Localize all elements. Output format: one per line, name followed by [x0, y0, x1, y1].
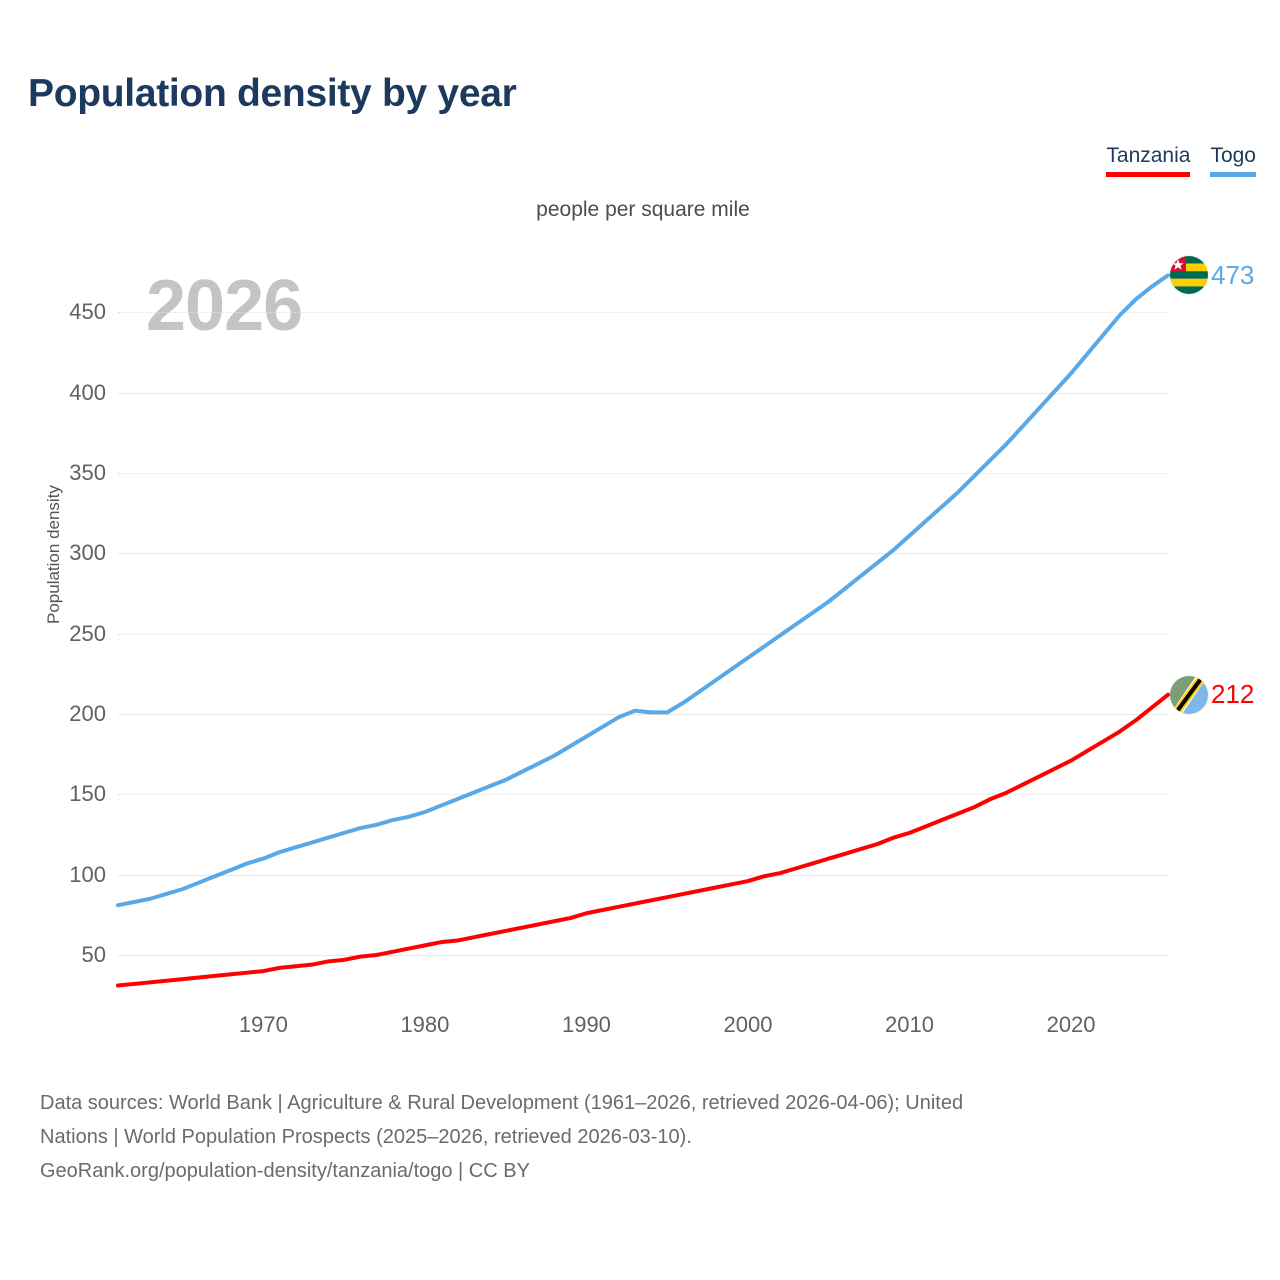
y-axis-tick: 50: [81, 942, 106, 967]
y-axis-tick: 350: [69, 459, 106, 485]
gridline: [118, 392, 1168, 394]
chart-subtitle: people per square mile: [536, 198, 750, 221]
endpoint-togo[interactable]: 473: [1170, 256, 1255, 295]
footer-attribution: Data sources: World Bank | Agriculture &…: [40, 1086, 1255, 1188]
gridline: [118, 472, 1168, 474]
gridline: [118, 874, 1168, 876]
watermark-year: 2026: [146, 266, 303, 346]
gridline: [118, 312, 1168, 314]
y-axis-tick: 200: [69, 700, 106, 726]
endpoint-tanzania[interactable]: 212: [1170, 675, 1255, 714]
y-axis-tick: 450: [69, 299, 106, 325]
gridline: [118, 955, 1168, 956]
x-axis-tick: 1970: [238, 1012, 288, 1037]
data-lines: [116, 273, 1170, 988]
legend-color-swatch-tanzania: [1106, 172, 1191, 177]
endpoint-value-tanzania: 212: [1211, 679, 1255, 710]
legend-label-togo: Togo: [1210, 144, 1256, 167]
legend-item-tanzania[interactable]: Tanzania: [1106, 143, 1191, 177]
y-axis-tick: 150: [69, 781, 106, 807]
footer-line-2: Nations | World Population Prospects (20…: [40, 1126, 692, 1148]
gridline: [118, 553, 1168, 555]
footer-line-3: GeoRank.org/population-density/tanzania/…: [40, 1160, 530, 1182]
x-axis-tick: 2020: [1046, 1012, 1096, 1037]
line-series-togo: [116, 273, 1170, 908]
gridline: [118, 633, 1168, 635]
gridline: [118, 794, 1168, 796]
y-axis-tick: 400: [69, 379, 106, 405]
legend-color-swatch-togo: [1210, 172, 1256, 177]
legend-label-tanzania: Tanzania: [1106, 144, 1191, 167]
y-axis-tick: 100: [69, 861, 106, 887]
gridline: [118, 713, 1168, 715]
legend-item-togo[interactable]: Togo: [1210, 143, 1256, 177]
line-series-tanzania: [116, 692, 1170, 988]
y-axis-tick: 250: [69, 620, 106, 646]
endpoint-value-togo: 473: [1211, 259, 1255, 290]
y-axis-tick: 300: [69, 540, 106, 566]
tanzania-flag-icon: [1170, 675, 1208, 714]
legend: Tanzania Togo: [1106, 143, 1256, 177]
x-axis-tick: 1980: [400, 1012, 450, 1037]
x-axis-tick: 1990: [561, 1012, 611, 1037]
togo-flag-icon: [1170, 256, 1208, 295]
x-axis-tick: 2010: [885, 1012, 935, 1037]
x-axis-tick-labels: 1970 1980 1990 2000 2010 2020: [118, 1012, 1168, 1046]
x-axis-tick: 2000: [723, 1012, 773, 1037]
page-title: Population density by year: [28, 72, 517, 115]
footer-line-1: Data sources: World Bank | Agriculture &…: [40, 1092, 964, 1114]
plot-area: 2026 50 100 150 200 250 300 350 400 450 473 212: [69, 248, 1254, 1000]
